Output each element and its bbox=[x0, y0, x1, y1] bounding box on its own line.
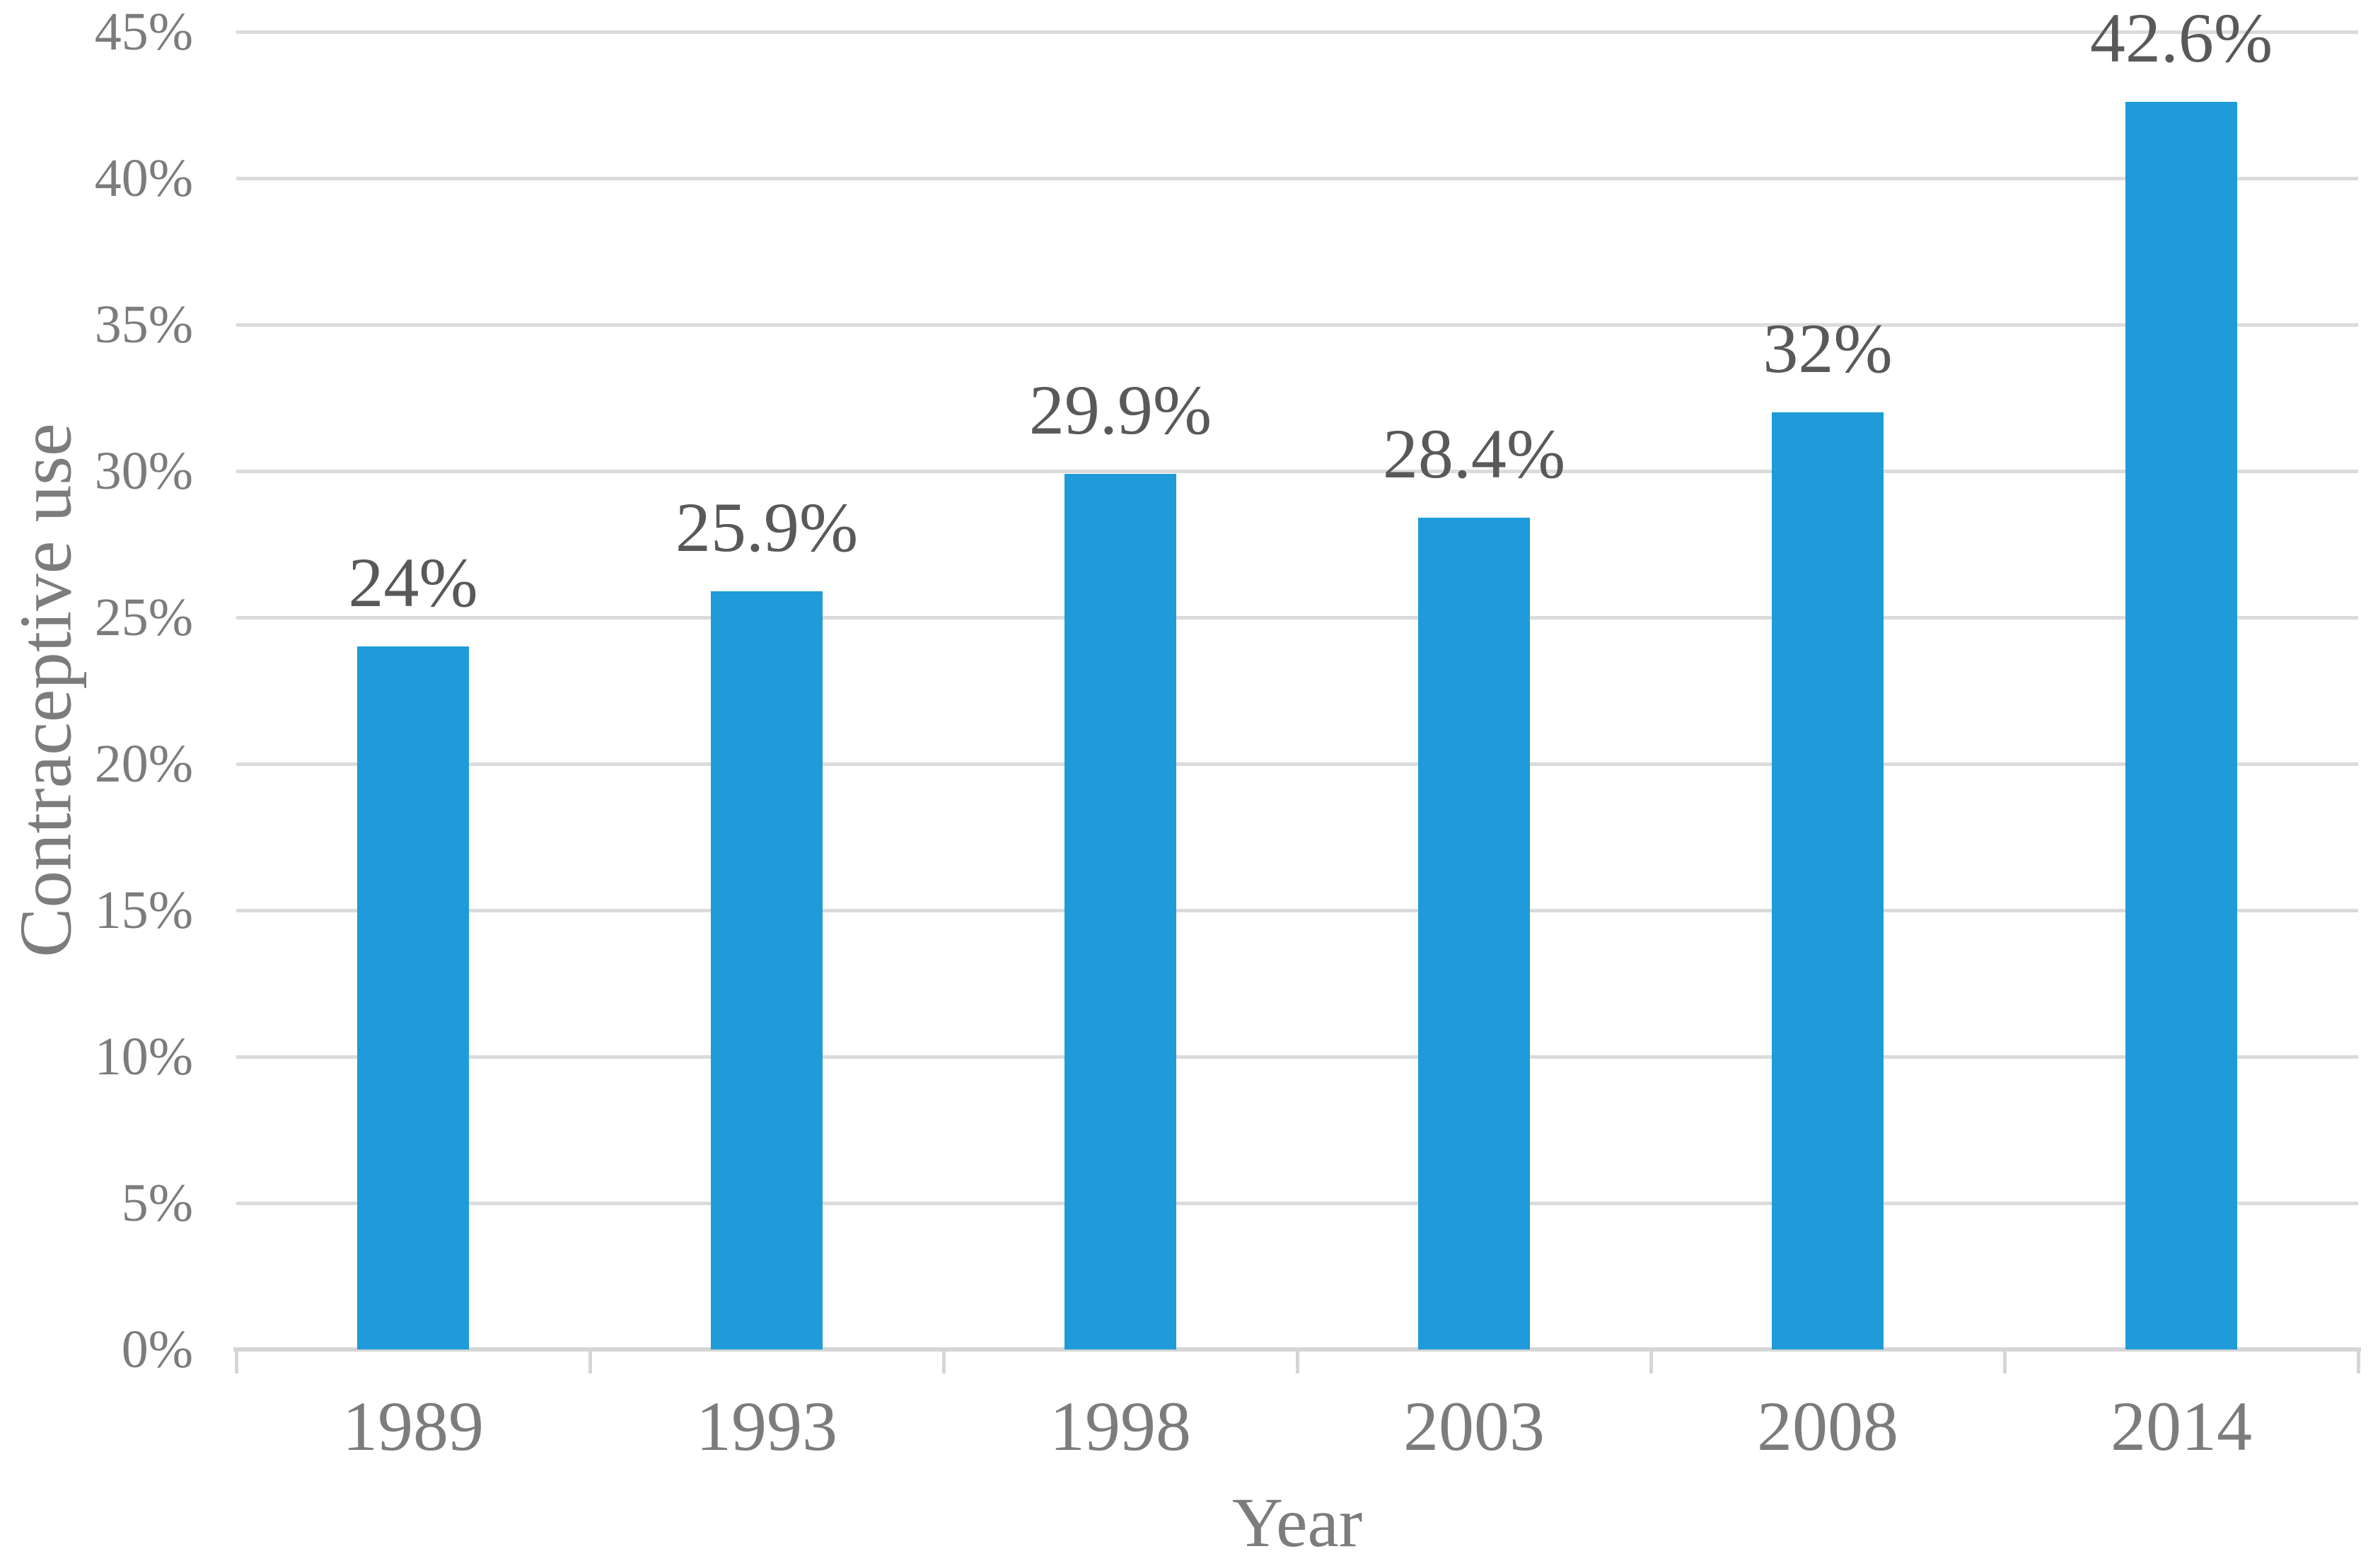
x-tick-label-2003: 2003 bbox=[1403, 1387, 1545, 1465]
y-tick-label-25%: 25% bbox=[94, 588, 193, 647]
y-tick-label-20%: 20% bbox=[94, 734, 193, 794]
gridline-20% bbox=[236, 762, 2358, 766]
bar-1998 bbox=[1064, 474, 1176, 1349]
bar-2014 bbox=[2125, 102, 2237, 1349]
x-tick-label-2014: 2014 bbox=[2111, 1387, 2252, 1465]
x-tick-label-1989: 1989 bbox=[342, 1387, 484, 1465]
data-label-1998: 29.9% bbox=[1028, 371, 1212, 450]
x-axis-tick bbox=[2357, 1349, 2360, 1374]
gridline-10% bbox=[236, 1055, 2358, 1059]
gridline-25% bbox=[236, 615, 2358, 620]
gridline-5% bbox=[236, 1201, 2358, 1205]
gridline-35% bbox=[236, 323, 2358, 327]
x-axis-title: Year bbox=[1231, 1483, 1363, 1562]
x-axis-tick bbox=[235, 1349, 238, 1374]
y-tick-label-45%: 45% bbox=[94, 2, 193, 62]
bar-1989 bbox=[357, 646, 469, 1349]
data-label-1989: 24% bbox=[348, 543, 478, 622]
x-axis-tick bbox=[1296, 1349, 1299, 1374]
data-label-2014: 42.6% bbox=[2089, 0, 2273, 78]
gridline-40% bbox=[236, 176, 2358, 180]
x-axis-tick bbox=[942, 1349, 946, 1374]
data-label-2003: 28.4% bbox=[1382, 414, 1566, 494]
bar-1993 bbox=[711, 591, 823, 1349]
y-tick-label-15%: 15% bbox=[94, 881, 193, 940]
data-label-1993: 25.9% bbox=[675, 487, 859, 567]
y-tick-label-0%: 0% bbox=[121, 1320, 193, 1379]
bar-2003 bbox=[1418, 518, 1530, 1349]
data-label-2008: 32% bbox=[1763, 309, 1893, 388]
y-axis-title: Contraceptive use bbox=[4, 423, 87, 958]
y-tick-label-30%: 30% bbox=[94, 441, 193, 501]
y-tick-label-10%: 10% bbox=[94, 1027, 193, 1086]
y-tick-label-40%: 40% bbox=[94, 149, 193, 208]
y-tick-label-5%: 5% bbox=[121, 1173, 193, 1233]
gridline-30% bbox=[236, 469, 2358, 473]
x-axis-tick bbox=[1649, 1349, 1653, 1374]
x-axis-tick bbox=[2003, 1349, 2007, 1374]
bar-2008 bbox=[1772, 412, 1884, 1349]
x-axis-tick bbox=[588, 1349, 592, 1374]
gridline-45% bbox=[236, 30, 2358, 34]
x-tick-label-2008: 2008 bbox=[1757, 1387, 1898, 1465]
gridline-15% bbox=[236, 908, 2358, 912]
x-tick-label-1993: 1993 bbox=[696, 1387, 837, 1465]
x-tick-label-1998: 1998 bbox=[1050, 1387, 1191, 1465]
y-tick-label-35%: 35% bbox=[94, 295, 193, 354]
